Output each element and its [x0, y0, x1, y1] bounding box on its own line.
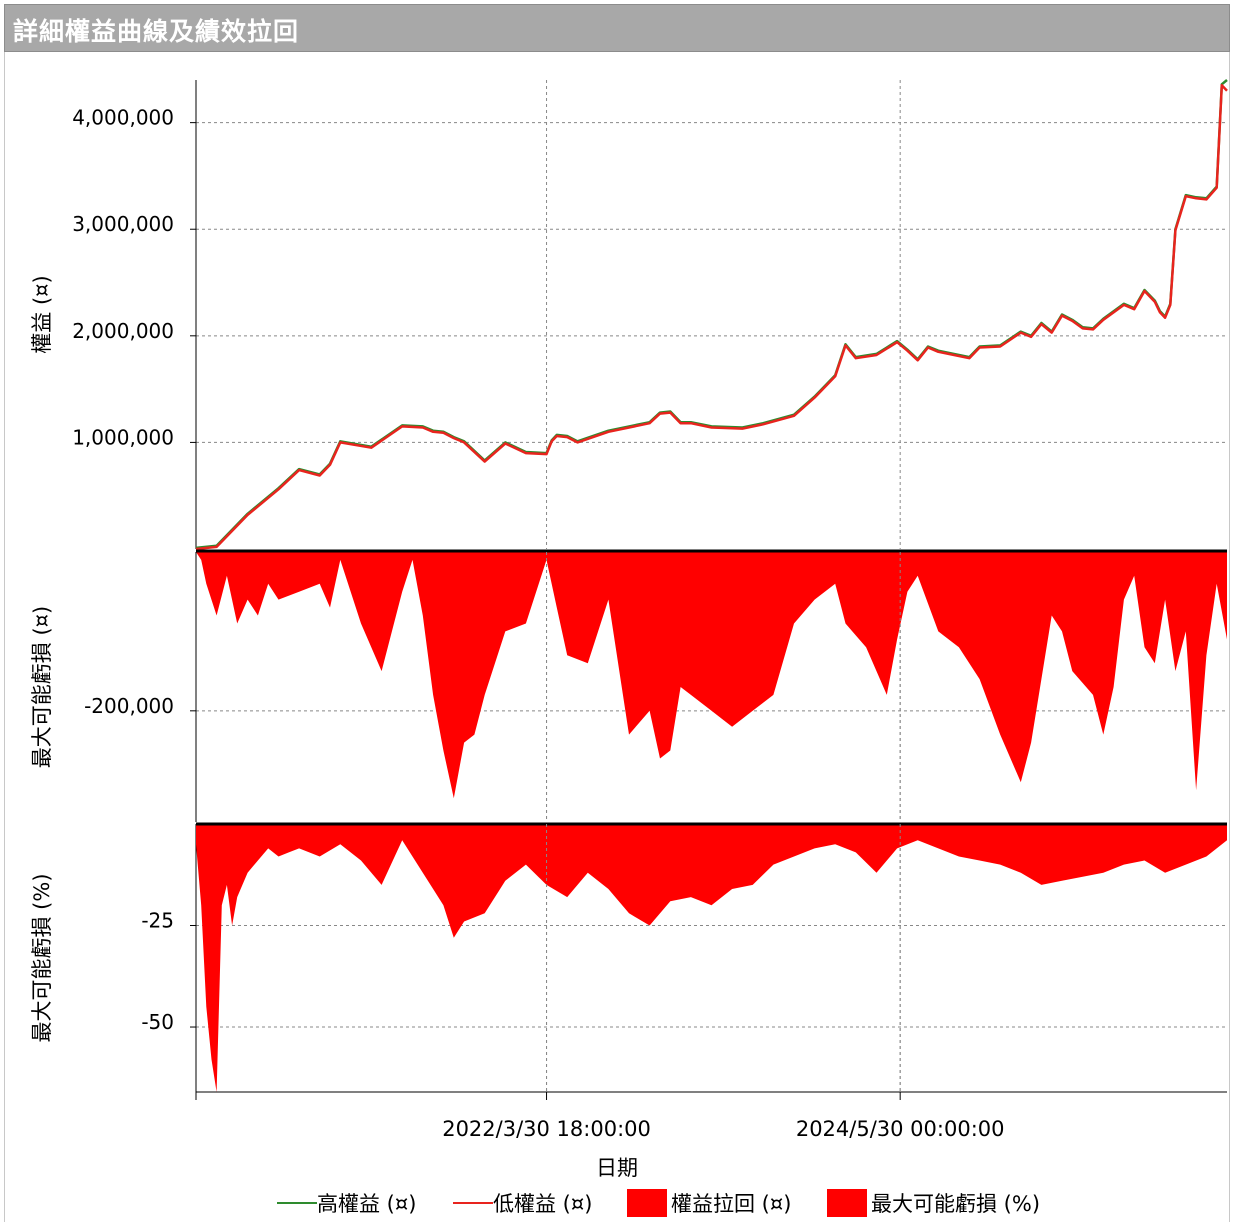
low-equity-line — [195, 84, 1228, 551]
y-tick-label: -25 — [141, 909, 174, 933]
y-axis-title: 最大可能虧損 (¤) — [30, 606, 54, 768]
chart-canvas: 1,000,000 2,000,000 3,000,000 4,000,000 權益 (… — [30, 79, 1228, 1217]
y-axis-title: 權益 (¤) — [30, 275, 54, 353]
x-tick-label: 2022/3/30 18:00:00 — [442, 1117, 651, 1141]
y-axis-title: 最大可能虧損 (%) — [30, 873, 54, 1042]
y-tick-label: 3,000,000 — [72, 212, 174, 236]
legend-label: 最大可能虧損 (%) — [871, 1192, 1040, 1216]
legend-swatch-box — [827, 1189, 867, 1217]
legend-swatch-box — [627, 1189, 667, 1217]
title-bar: 詳細權益曲線及績效拉回 — [4, 4, 1230, 52]
y-tick-label: -50 — [141, 1010, 174, 1034]
x-tick-label: 2024/5/30 00:00:00 — [796, 1117, 1005, 1141]
high-equity-line — [195, 79, 1228, 550]
legend-label: 低權益 (¤) — [493, 1192, 592, 1216]
y-tick-label: 2,000,000 — [72, 319, 174, 343]
drawdown-area — [196, 552, 1227, 799]
y-tick-label: 4,000,000 — [72, 106, 174, 130]
y-tick-label: 1,000,000 — [72, 425, 174, 449]
window-title: 詳細權益曲線及績效拉回 — [13, 17, 300, 46]
legend-label: 高權益 (¤) — [317, 1192, 416, 1216]
drawdown-pct-area — [196, 824, 1227, 1092]
legend-label: 權益拉回 (¤) — [671, 1192, 791, 1216]
x-axis-title: 日期 — [596, 1156, 638, 1180]
y-tick-label: -200,000 — [84, 694, 174, 718]
chart-frame: 1,000,000 2,000,000 3,000,000 4,000,000 權益 (… — [4, 52, 1230, 1222]
